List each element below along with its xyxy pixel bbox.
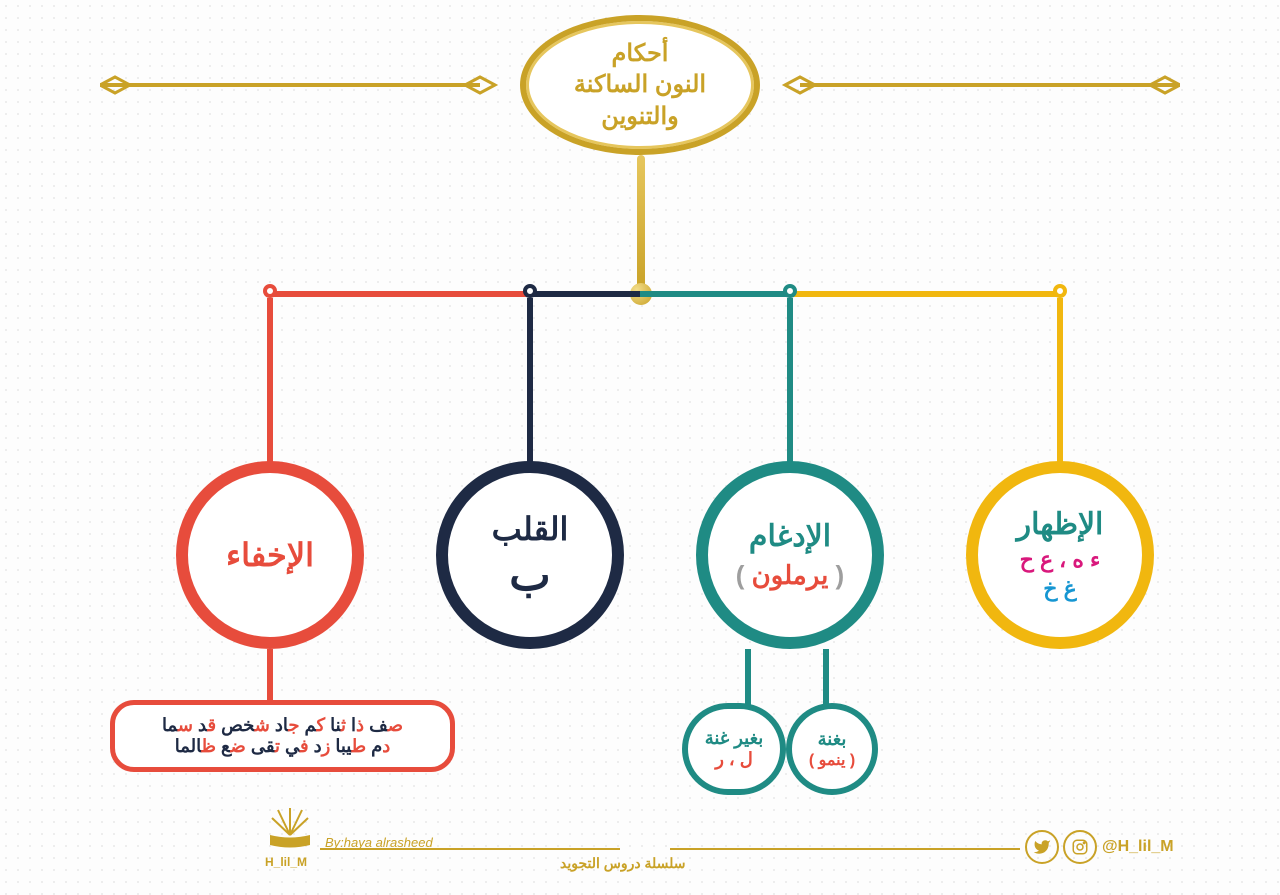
circle-idgham: الإدغام ( يرملون ): [696, 461, 884, 649]
decor-left: [100, 70, 510, 100]
ikhfa-title: الإخفاء: [226, 536, 314, 574]
h-teal-right: [640, 291, 790, 297]
dot-red: [263, 284, 277, 298]
h-navy-left: [530, 291, 640, 297]
idgham-left-title: بغير غنة: [705, 728, 764, 749]
izhar-sub: ء ه ، ع حغ خ: [1020, 546, 1101, 603]
title-line3: والتنوين: [601, 103, 678, 130]
drop-navy: [527, 298, 533, 463]
dot-yellow: [1053, 284, 1067, 298]
idgham-child-left: بغير غنة ل ، ر: [682, 703, 786, 795]
circle-izhar: الإظهار ء ه ، ع حغ خ: [966, 461, 1154, 649]
ikhfa-drop2: [267, 649, 273, 704]
idgham-right-sub: ( ينمو ): [809, 750, 855, 770]
twitter-icon: [1025, 830, 1059, 864]
drop-yellow: [1057, 298, 1063, 463]
qalb-title: القلب: [492, 510, 569, 548]
idgham-title: الإدغام: [749, 519, 831, 554]
title-line2: النون الساكنة: [574, 71, 706, 98]
h-red: [267, 291, 530, 297]
drop-teal: [787, 298, 793, 463]
footer-author: By:haya alrasheed: [325, 835, 433, 850]
dot-teal: [783, 284, 797, 298]
izhar-title: الإظهار: [1017, 507, 1104, 542]
idgham-drop-left: [745, 649, 751, 709]
footer-handle2: H_lil_M: [265, 855, 307, 869]
ikhfa-box-line1: صف ذا ثنا كم جاد شخص قد سما: [162, 715, 403, 736]
stem: [637, 155, 645, 293]
footer-handle: @H_lil_M: [1102, 838, 1174, 856]
footer-series: سلسلة دروس التجويد: [560, 855, 686, 872]
title-line1: أحكام: [612, 40, 669, 67]
idgham-drop-right: [823, 649, 829, 709]
dot-navy: [523, 284, 537, 298]
ikhfa-box: صف ذا ثنا كم جاد شخص قد سما دم طيبا زد ف…: [110, 700, 455, 772]
drop-red: [267, 298, 273, 463]
instagram-icon: [1063, 830, 1097, 864]
idgham-child-right: بغنة ( ينمو ): [786, 703, 878, 795]
idgham-left-sub: ل ، ر: [715, 749, 753, 770]
logo-icon: [260, 800, 320, 855]
circle-qalb: القلب ب: [436, 461, 624, 649]
circle-ikhfa: الإخفاء: [176, 461, 364, 649]
title-ellipse: أحكام النون الساكنة والتنوين: [520, 15, 760, 155]
decor-right: [770, 70, 1180, 100]
qalb-sub: ب: [509, 550, 550, 601]
idgham-right-title: بغنة: [818, 729, 847, 750]
idgham-sub: ( يرملون ): [736, 560, 844, 591]
footer-line-right: [670, 848, 1020, 850]
h-yellow: [790, 291, 1063, 297]
ikhfa-box-line2: دم طيبا زد في تقى ضع ظالما: [175, 736, 391, 757]
